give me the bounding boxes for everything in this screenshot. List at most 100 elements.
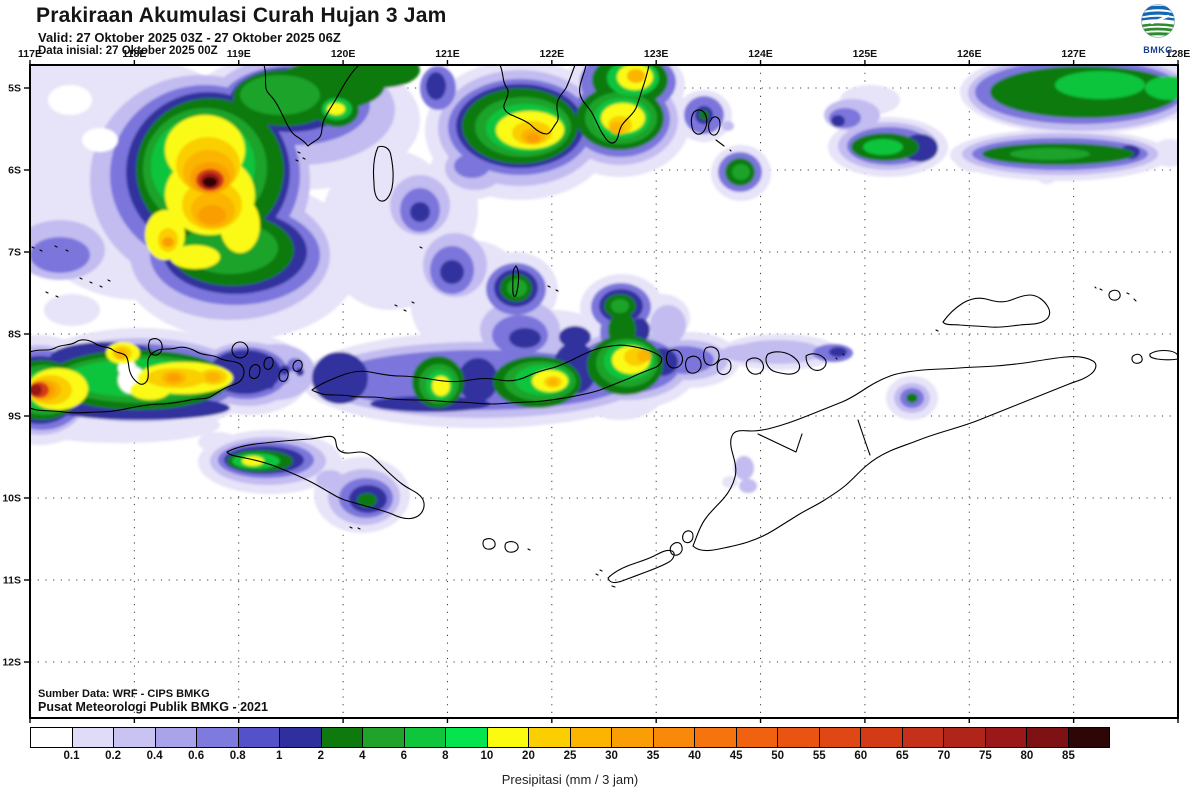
axis-ticks [24,60,1179,723]
colorbar-segment [861,728,903,747]
lon-label: 128E [1166,48,1191,60]
colorbar-tick-label: 70 [937,750,951,762]
colorbar-tick-label: 75 [978,750,992,762]
colorbar-segment [1027,728,1069,747]
colorbar-segment [321,728,363,747]
issuer-line: Pusat Meteorologi Publik BMKG - 2021 [38,700,268,714]
colorbar-tick-label: 45 [729,750,743,762]
colorbar-tick-label: 4 [359,750,366,762]
colorbar-tick-label: 85 [1062,750,1075,762]
colorbar-tick-label: 0.1 [63,750,80,762]
colorbar-tick-labels: 0.1 0.2 0.4 0.6 0.8 1 2 4 6 8 10 20 25 30 35 40 45 50 55 60… [30,750,1110,766]
lon-label: 123E [644,48,669,60]
lat-label: 9S [8,411,21,423]
coast-sulawesi-se [579,65,650,144]
lon-label: 121E [435,48,460,60]
colorbar-segment [529,728,571,747]
colorbar-tick-label: 8 [442,750,449,762]
lat-label: 6S [8,165,21,177]
page-title: Prakiraan Akumulasi Curah Hujan 3 Jam [36,4,447,27]
precipitation-colorbar [30,727,1110,748]
colorbar-segment [155,728,197,747]
lon-label: 124E [748,48,773,60]
coast-wetar [942,294,1051,328]
lon-label: 126E [957,48,982,60]
colorbar-tick-label: 30 [605,750,618,762]
colorbar-tick-label: 1 [276,750,283,762]
lat-label: 11S [3,575,21,587]
precipitation-field [30,65,1178,533]
colorbar-segment [363,728,405,747]
colorbar-segment [446,728,488,747]
valid-time-range: Valid: 27 Oktober 2025 03Z - 27 Oktober … [38,30,341,45]
coast-sumba [226,435,425,520]
colorbar-segment [985,728,1027,747]
colorbar-tick-label: 20 [522,750,535,762]
colorbar-segment [1068,728,1109,747]
bmkg-logo-label: BMKG [1143,45,1173,55]
colorbar-segment [114,728,156,747]
lat-label: 12S [2,657,21,669]
colorbar-segment [197,728,239,747]
colorbar-segment [280,728,322,747]
coast-sulawesi-sw [499,65,576,135]
colorbar-tick-label: 40 [688,750,702,762]
map-frame [29,64,1179,719]
lon-label: 120E [331,48,356,60]
colorbar-tick-label: 65 [895,750,909,762]
colorbar-tick-label: 0.8 [229,750,246,762]
lat-label: 8S [8,329,21,341]
colorbar-segment [736,728,778,747]
lat-label: 5S [8,83,21,95]
colorbar-segment [653,728,695,747]
coastlines [30,65,1178,588]
lat-label: 10S [2,493,21,505]
lon-label: 125E [853,48,878,60]
colorbar-tick-label: 0.4 [146,750,163,762]
colorbar-segment [695,728,737,747]
colorbar-segment [944,728,986,747]
lon-label: 117E [18,48,42,60]
lon-label: 119E [227,48,251,60]
colorbar-tick-label: 0.6 [188,750,205,762]
colorbar-tick-label: 35 [646,750,660,762]
colorbar-tick-label: 25 [563,750,577,762]
lon-label: 122E [540,48,565,60]
coast-kalimantan [263,65,360,147]
colorbar-tick-label: 80 [1020,750,1034,762]
colorbar-segment [612,728,654,747]
colorbar-tick-label: 10 [480,750,494,762]
lon-label: 127E [1061,48,1086,60]
colorbar-tick-label: 50 [771,750,785,762]
colorbar-segment [778,728,820,747]
colorbar-segment [31,728,73,747]
colorbar-tick-label: 0.2 [105,750,122,762]
data-source-line: Sumber Data: WRF - CIPS BMKG [38,688,210,700]
coast-sumbawa [30,339,245,414]
bmkg-globe-icon [1141,4,1175,38]
colorbar-segment [238,728,280,747]
coast-rote [607,549,675,584]
coast-flores [311,344,663,405]
colorbar-tick-label: 60 [854,750,868,762]
colorbar-segment [72,728,114,747]
colorbar-caption: Presipitasi (mm / 3 jam) [501,772,639,787]
colorbar-segment [902,728,944,747]
coast-selayar [512,265,520,297]
lat-label: 7S [8,247,21,259]
init-time: Data inisial: 27 Oktober 2025 00Z [38,45,218,57]
coast-timor [692,356,1097,552]
colorbar-tick-label: 6 [400,750,408,762]
colorbar-segment [819,728,861,747]
colorbar-tick-label: 2 [317,750,324,762]
colorbar-segment [570,728,612,747]
colorbar-tick-label: 55 [812,750,826,762]
bmkg-logo: BMKG [1132,2,1184,55]
axis-labels: 117E 118E 119E 120E 121E 122E 123E 124E 125E 126E… [2,48,1190,669]
lon-label: 118E [122,48,146,60]
colorbar-segment [487,728,529,747]
colorbar-segment [404,728,446,747]
coast-pulau-laut [372,145,394,202]
